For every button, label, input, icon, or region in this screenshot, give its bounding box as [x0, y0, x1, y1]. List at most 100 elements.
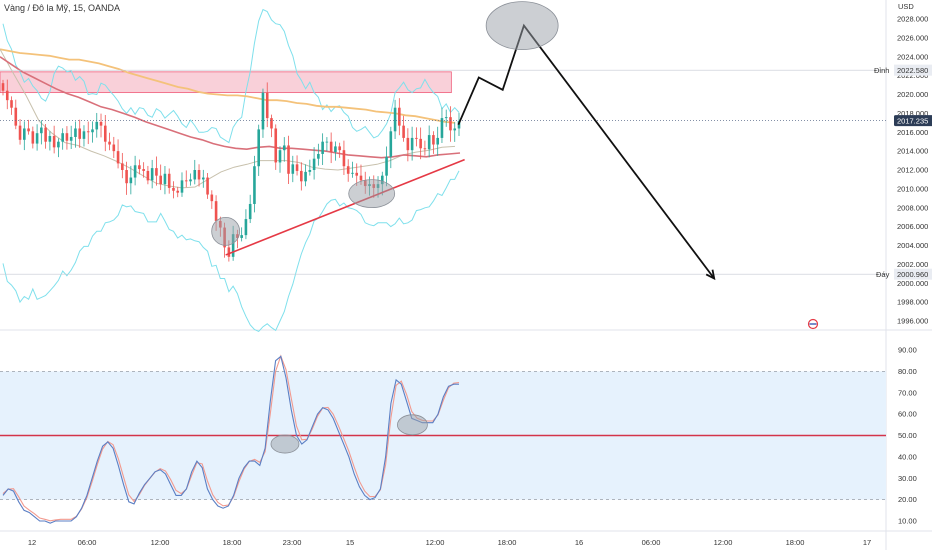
price-tick-label: 2018.000 — [897, 109, 928, 118]
candle — [99, 113, 103, 138]
candle — [44, 123, 47, 149]
price-tick-label: 2014.000 — [897, 147, 928, 156]
candle — [270, 114, 273, 138]
candle — [86, 121, 90, 145]
price-tick-label: 2016.000 — [897, 128, 928, 137]
candle — [103, 115, 107, 152]
candle-body — [317, 153, 320, 159]
candle — [193, 159, 197, 185]
candle-body — [334, 146, 337, 153]
candle — [206, 173, 209, 199]
candle — [398, 98, 401, 136]
candle — [444, 109, 448, 127]
candle — [423, 140, 427, 156]
candle-body — [253, 166, 256, 204]
candle-body — [355, 172, 359, 176]
price-tick-label: 2000.000 — [897, 279, 928, 288]
candle-body — [69, 136, 73, 141]
candle-body — [99, 121, 103, 126]
trend-line-layer[interactable] — [0, 69, 886, 275]
candle-body — [163, 173, 167, 185]
candle-body — [244, 219, 248, 236]
candle — [129, 165, 133, 195]
rising-trend-line — [225, 158, 465, 256]
candle-body — [393, 107, 397, 132]
candle — [155, 156, 158, 186]
candle-body — [5, 90, 9, 101]
candle — [261, 88, 265, 138]
candle-body — [180, 180, 184, 193]
candle-body — [61, 133, 64, 142]
candle-body — [295, 164, 299, 171]
candle-body — [304, 171, 307, 182]
candle — [402, 115, 405, 142]
candle-body — [398, 107, 401, 126]
price-tick-label: 2022.000 — [897, 71, 928, 80]
oscillator-axis[interactable]: 90.00 80.00 70.00 60.00 50.00 40.00 30.00 20.00… — [898, 346, 917, 526]
time-tick-label: 12:00 — [151, 538, 170, 547]
candle-body — [419, 138, 422, 149]
candle — [291, 155, 295, 183]
time-tick-label: 18:00 — [223, 538, 242, 547]
price-tick-label: 2028.000 — [897, 15, 928, 24]
candle — [329, 132, 333, 164]
time-axis[interactable]: 12 06:00 12:00 18:00 23:00 15 12:00 18:00 16 06:0… — [28, 538, 871, 547]
candle — [23, 121, 26, 151]
candle-body — [86, 131, 90, 133]
candle-body — [129, 177, 133, 184]
candle — [304, 164, 307, 187]
ma-mid-line — [0, 56, 461, 159]
candle-body — [193, 170, 197, 180]
candle-body — [453, 128, 457, 131]
oscillator-highlight-ellipse — [397, 414, 428, 436]
highlight-ellipse — [211, 216, 241, 246]
candle-body — [436, 137, 439, 145]
bollinger-upper-band — [2, 8, 460, 144]
bottom-level-value: 2000.960 — [897, 270, 928, 279]
candle-body — [167, 173, 171, 188]
candle-body — [380, 175, 384, 185]
candle — [282, 137, 286, 162]
candle — [142, 162, 145, 178]
annotations-layer[interactable] — [211, 1, 819, 454]
price-axis[interactable]: USD 2028.000 2026.000 2024.000 2022.000 2020.… — [874, 2, 932, 326]
stoch-k-line — [2, 355, 459, 524]
candle-body — [197, 170, 201, 180]
candle — [308, 159, 312, 176]
candle — [346, 159, 350, 182]
candle — [57, 138, 60, 158]
oscillator-tick-label: 60.00 — [898, 410, 917, 419]
bollinger-lower-band — [2, 170, 460, 333]
oscillator-tick-label: 10.00 — [898, 517, 917, 526]
candle — [52, 125, 56, 154]
price-tick-label: 2026.000 — [897, 33, 928, 42]
candle-body — [210, 194, 214, 202]
price-tick-label: 2024.000 — [897, 52, 928, 61]
candle-body — [329, 141, 333, 153]
candle-body — [346, 166, 350, 174]
candle — [35, 124, 39, 151]
candle-body — [138, 165, 141, 170]
candle-body — [201, 177, 205, 180]
chart-title: Vàng / Đô la Mỹ, 15, OANDA — [4, 3, 121, 13]
candle — [201, 169, 205, 188]
time-tick-label: 12:00 — [714, 538, 733, 547]
candle-body — [57, 141, 60, 148]
top-level-label: Đỉnh — [874, 66, 889, 75]
candle-body — [248, 203, 252, 220]
candle — [248, 194, 252, 224]
candle — [393, 99, 397, 139]
candle — [172, 181, 175, 199]
time-tick-label: 16 — [575, 538, 583, 547]
candle — [163, 165, 167, 195]
candle-body — [278, 150, 282, 163]
candle-body — [48, 136, 52, 142]
candle-body — [172, 187, 175, 191]
candle-body — [308, 170, 312, 172]
candle-body — [231, 234, 235, 257]
candle — [334, 141, 337, 161]
candle — [189, 173, 192, 186]
candle-body — [261, 92, 265, 130]
candle-body — [95, 121, 99, 130]
